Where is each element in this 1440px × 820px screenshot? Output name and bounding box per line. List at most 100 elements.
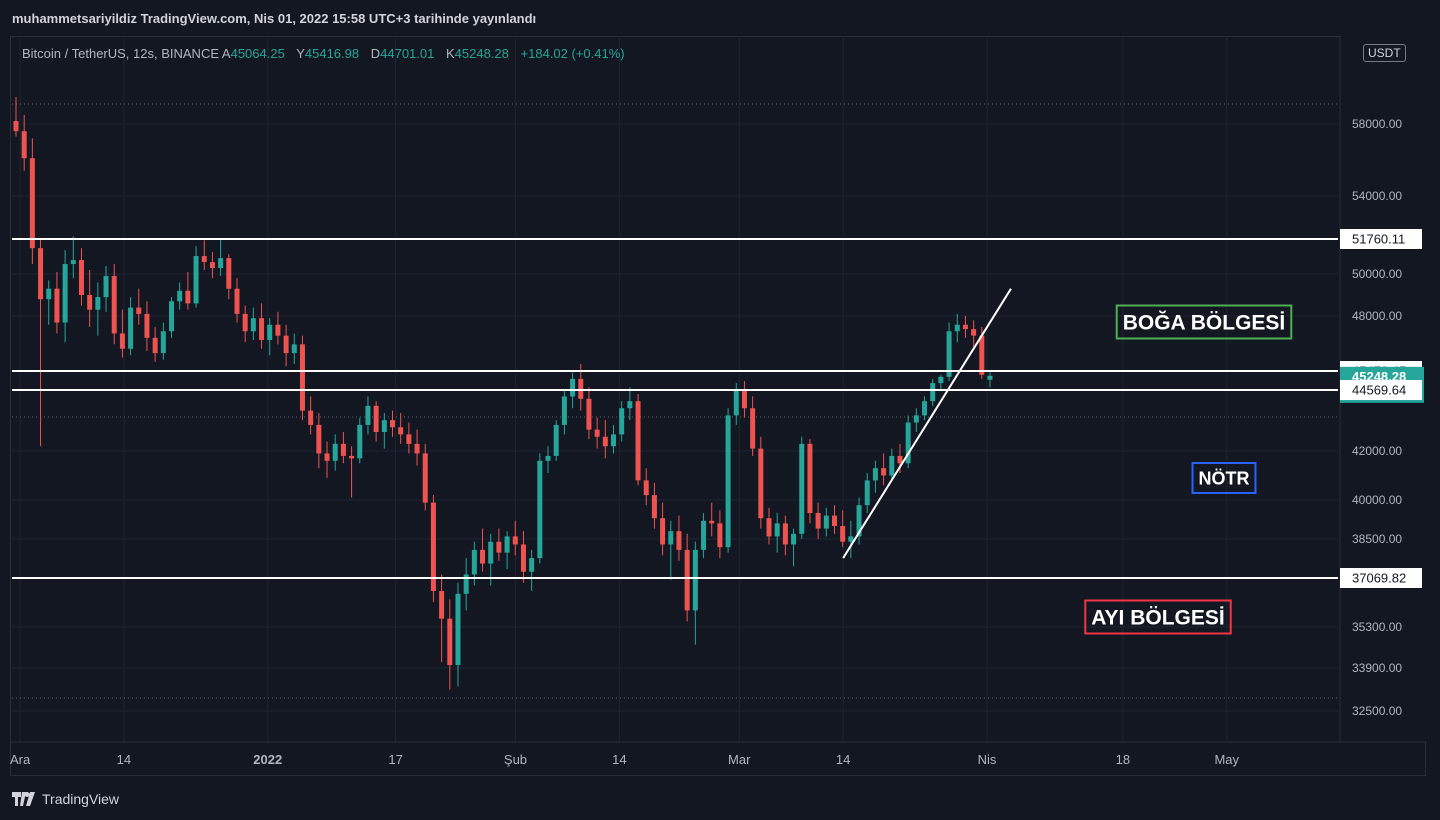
candle — [717, 510, 723, 559]
candle-body — [725, 415, 731, 548]
candle — [488, 533, 494, 586]
candle — [676, 515, 682, 561]
candle-body — [954, 324, 960, 332]
candle — [480, 528, 486, 572]
candle-body — [422, 453, 428, 503]
candle-body — [676, 531, 682, 550]
zone-label-bear: AYI BÖLGESİ — [1084, 599, 1232, 635]
candle — [610, 424, 616, 454]
candle-body — [791, 533, 797, 545]
candle-body — [365, 405, 371, 425]
candle — [553, 420, 559, 461]
candle — [660, 502, 666, 556]
candle — [561, 389, 567, 435]
candle — [103, 266, 109, 312]
candle — [455, 582, 461, 687]
candle-body — [201, 256, 207, 263]
candle — [537, 453, 543, 564]
open-value: 45064.25 — [230, 46, 285, 61]
candle-body — [881, 468, 887, 476]
candle-body — [709, 520, 715, 524]
candle-body — [619, 408, 625, 435]
zone-label-box — [1191, 462, 1257, 494]
candle — [913, 408, 919, 433]
tradingview-logo-icon — [12, 792, 35, 806]
candle — [545, 446, 551, 474]
candle — [390, 410, 396, 437]
candle — [357, 417, 363, 464]
candle-body — [987, 375, 993, 380]
time-axis-tick: 14 — [612, 752, 626, 767]
price-axis-tick: 48000.00 — [1352, 309, 1402, 323]
high-value: 45416.98 — [304, 46, 360, 61]
publish-line: muhammetsariyildiz TradingView.com, Nis … — [12, 11, 537, 26]
candle-body — [46, 288, 52, 300]
level-price-tag-bg — [1340, 229, 1422, 249]
candle — [701, 513, 707, 559]
candle-body — [78, 260, 84, 295]
candle — [725, 408, 731, 553]
candle-body — [209, 262, 215, 269]
candle-body — [701, 520, 707, 550]
zone-label-neutral: NÖTR — [1191, 462, 1257, 494]
candle — [922, 396, 928, 421]
candle — [373, 401, 379, 442]
candle — [95, 282, 101, 336]
candle-body — [390, 420, 396, 428]
candle-body — [152, 337, 158, 354]
candle-body — [103, 276, 109, 298]
candle-body — [70, 260, 76, 265]
candle-body — [496, 541, 502, 553]
candle — [766, 507, 772, 545]
candle — [627, 387, 633, 421]
candle — [250, 307, 256, 341]
candle — [930, 378, 936, 406]
candle-body — [741, 389, 747, 409]
low-key: D — [370, 46, 381, 61]
candle-body — [831, 515, 837, 526]
candle — [414, 429, 420, 466]
candle-body — [406, 434, 412, 444]
candle — [119, 309, 125, 358]
candle-body — [815, 513, 821, 529]
time-axis-tick: May — [1214, 752, 1239, 767]
candle — [381, 413, 387, 449]
candle-body — [160, 331, 166, 354]
chart-frame[interactable] — [10, 36, 1426, 776]
candle-body — [324, 453, 330, 461]
candle-body — [463, 574, 469, 594]
zone-label-bull: BOĞA BÖLGESİ — [1115, 304, 1293, 340]
candle — [46, 280, 52, 325]
candle — [799, 436, 805, 539]
candle — [971, 320, 977, 347]
candle — [70, 236, 76, 279]
candle-body — [807, 443, 813, 513]
candle — [226, 254, 232, 300]
candle-body — [529, 558, 535, 572]
candle-body — [872, 468, 878, 481]
candle-body — [136, 307, 142, 314]
candle-body — [21, 131, 27, 159]
candle-body — [692, 549, 698, 611]
tradingview-footer[interactable]: TradingView — [12, 786, 119, 812]
price-axis-tick: 35300.00 — [1352, 620, 1402, 634]
candle — [406, 422, 412, 454]
candle — [308, 396, 314, 435]
candle — [87, 270, 93, 327]
candle — [62, 250, 68, 343]
candle-body — [177, 290, 183, 302]
candle-body — [602, 436, 608, 447]
zone-label-box — [1115, 304, 1293, 340]
zone-label-text: BOĞA BÖLGESİ — [1123, 311, 1286, 335]
candle — [741, 381, 747, 418]
level-price-tag: 51760.11 — [1340, 229, 1422, 249]
candle — [651, 482, 657, 529]
candle-body — [684, 549, 690, 611]
candle-body — [520, 544, 526, 572]
candle-body — [782, 523, 788, 545]
price-axis-tick: 32500.00 — [1352, 704, 1402, 718]
candle-body — [774, 523, 780, 537]
time-axis-tick: 18 — [1116, 752, 1130, 767]
currency-selector[interactable]: USDT — [1363, 44, 1406, 62]
